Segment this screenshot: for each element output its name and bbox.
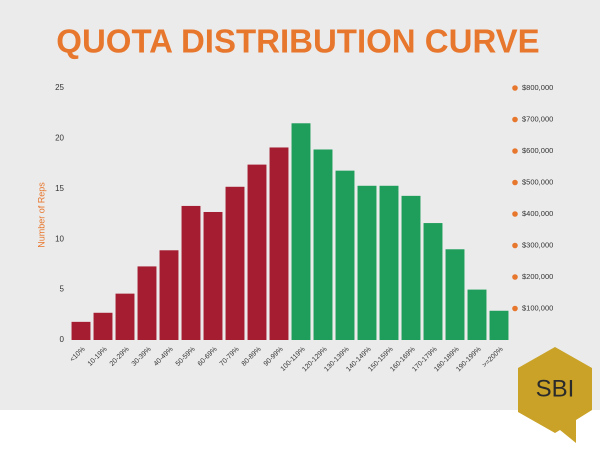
bar: [379, 185, 399, 340]
y2-tick-dot: [512, 211, 518, 217]
y-tick-label: 25: [55, 83, 64, 92]
bar: [401, 195, 421, 340]
y2-tick-dot: [512, 85, 518, 91]
y2-tick-label: $100,000: [522, 303, 553, 312]
bar: [489, 310, 509, 340]
chart-title: QUOTA DISTRIBUTION CURVE: [56, 23, 539, 60]
bar: [181, 205, 201, 340]
y2-tick-label: $400,000: [522, 209, 553, 218]
y2-tick-label: $500,000: [522, 177, 553, 186]
bar: [203, 211, 223, 340]
y2-tick-dot: [512, 148, 518, 154]
bar: [225, 186, 245, 340]
logo-text: SBI: [536, 375, 575, 402]
y-axis-label: Number of Reps: [36, 182, 46, 248]
y2-tick-label: $600,000: [522, 146, 553, 155]
y2-tick-label: $800,000: [522, 83, 553, 92]
bar: [159, 250, 179, 340]
y-tick-label: 15: [55, 184, 64, 193]
y2-tick-dot: [512, 179, 518, 186]
bar: [93, 312, 113, 340]
y-tick-label: 0: [60, 335, 65, 344]
y2-tick-dot: [512, 116, 518, 123]
bar: [269, 147, 289, 340]
y-tick-label: 20: [55, 134, 64, 143]
y2-tick-dot: [512, 305, 518, 312]
bar: [445, 249, 465, 340]
y2-tick-dot: [512, 242, 518, 249]
logo: SBI: [518, 347, 592, 443]
y2-tick-label: $700,000: [522, 114, 553, 123]
bar: [423, 223, 443, 340]
bar: [313, 149, 333, 340]
bar: [71, 321, 91, 340]
y2-tick-dot: [512, 274, 518, 280]
y-tick-label: 10: [55, 234, 64, 243]
bar: [357, 185, 377, 340]
bar: [247, 164, 267, 340]
y-tick-label: 5: [60, 285, 65, 294]
bar: [335, 170, 355, 340]
bar: [115, 293, 135, 340]
y2-tick-label: $200,000: [522, 272, 553, 281]
logo-badge: [518, 347, 592, 443]
y2-tick-label: $300,000: [522, 240, 553, 249]
bar: [291, 123, 311, 340]
bar: [467, 289, 487, 340]
bar: [137, 266, 157, 340]
